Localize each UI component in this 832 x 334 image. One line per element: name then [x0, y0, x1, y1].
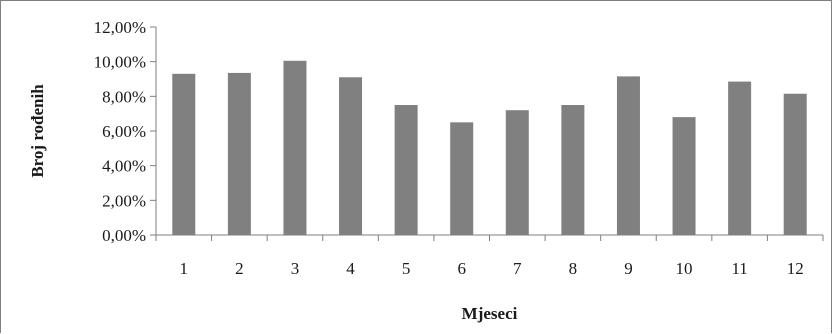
x-tick-label: 9 — [624, 259, 633, 278]
axes-layer — [150, 26, 824, 241]
bar-month-7 — [505, 110, 529, 235]
y-tick-labels: 0,00% 2,00% 4,00% 6,00% 8,00% 10,00% 12,00% — [94, 18, 146, 245]
x-tick-label: 1 — [180, 259, 189, 278]
x-tick-label: 11 — [731, 259, 747, 278]
bar-month-11 — [728, 81, 752, 235]
bar-month-1 — [172, 73, 196, 235]
bar-month-6 — [450, 122, 474, 235]
bar-month-10 — [672, 117, 696, 235]
y-tick-label: 6,00% — [102, 122, 146, 141]
y-tick-label: 12,00% — [94, 18, 146, 37]
x-tick-labels: 1 2 3 4 5 6 7 8 9 10 11 12 — [180, 259, 804, 278]
bar-month-2 — [227, 72, 251, 235]
y-tick-label: 10,00% — [94, 53, 146, 72]
x-tick-label: 10 — [676, 259, 693, 278]
bar-month-8 — [561, 105, 585, 235]
bar-month-5 — [394, 105, 418, 235]
y-tick-label: 4,00% — [102, 157, 146, 176]
y-tick-label: 2,00% — [102, 191, 146, 210]
x-tick-label: 6 — [457, 259, 466, 278]
x-tick-label: 4 — [346, 259, 355, 278]
x-tick-label: 3 — [291, 259, 300, 278]
x-tick-label: 5 — [402, 259, 411, 278]
x-tick-label: 7 — [513, 259, 522, 278]
y-axis-title: Broj rođenih — [28, 84, 47, 178]
y-tick-label: 0,00% — [102, 226, 146, 245]
x-tick-label: 8 — [569, 259, 578, 278]
bar-month-3 — [283, 60, 307, 235]
x-axis-title: Mjeseci — [462, 304, 518, 323]
x-tick-label: 2 — [235, 259, 244, 278]
bars-layer — [172, 60, 807, 236]
bar-month-12 — [783, 93, 807, 235]
bar-month-9 — [616, 76, 640, 236]
bar-month-4 — [339, 77, 363, 236]
y-tick-label: 8,00% — [102, 87, 146, 106]
x-tick-label: 12 — [787, 259, 804, 278]
